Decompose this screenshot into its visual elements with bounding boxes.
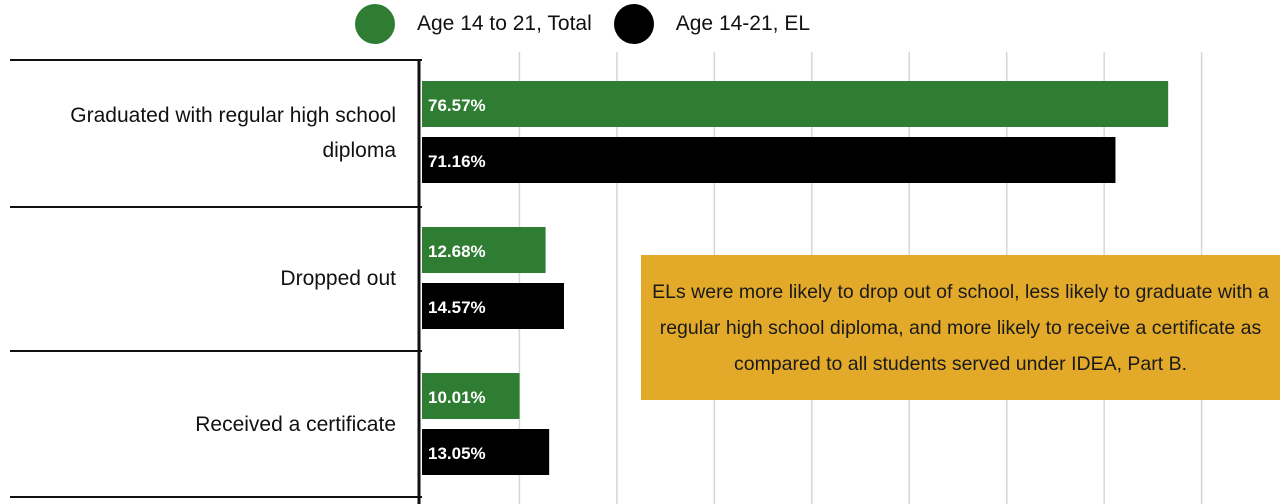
data-label-series0-cat2: 10.01%: [428, 388, 486, 407]
bar-series1-cat2: [422, 429, 550, 475]
legend-swatch-total: [355, 4, 395, 44]
data-label-series1-cat0: 71.16%: [428, 152, 486, 171]
bar-series0-cat0: [422, 81, 1169, 127]
data-label-series0-cat0: 76.57%: [428, 96, 486, 115]
data-label-series1-cat1: 14.57%: [428, 298, 486, 317]
legend-item-el: Age 14-21, EL: [613, 4, 811, 44]
legend-swatch-el: [613, 4, 654, 44]
annotation-text: ELs were more likely to drop out of scho…: [652, 280, 1269, 375]
category-label-graduated: Graduated with regular high school diplo…: [70, 104, 396, 162]
legend-label-total: Age 14 to 21, Total: [417, 12, 592, 35]
category-label-dropped-out: Dropped out: [280, 267, 396, 290]
bar-series1-cat1: [422, 283, 564, 329]
legend-label-el: Age 14-21, EL: [675, 12, 811, 35]
bar-series0-cat1: [422, 227, 546, 273]
chart-annotation: ELs were more likely to drop out of scho…: [641, 255, 1280, 400]
bar-series1-cat0: [422, 137, 1116, 183]
legend-item-total: Age 14 to 21, Total: [355, 4, 592, 44]
data-label-series0-cat1: 12.68%: [428, 242, 486, 261]
data-label-series1-cat2: 13.05%: [428, 444, 486, 463]
bar-series0-cat2: [422, 373, 520, 419]
category-label-certificate: Received a certificate: [195, 413, 396, 436]
chart-legend: Age 14 to 21, Total Age 14-21, EL: [355, 4, 832, 44]
